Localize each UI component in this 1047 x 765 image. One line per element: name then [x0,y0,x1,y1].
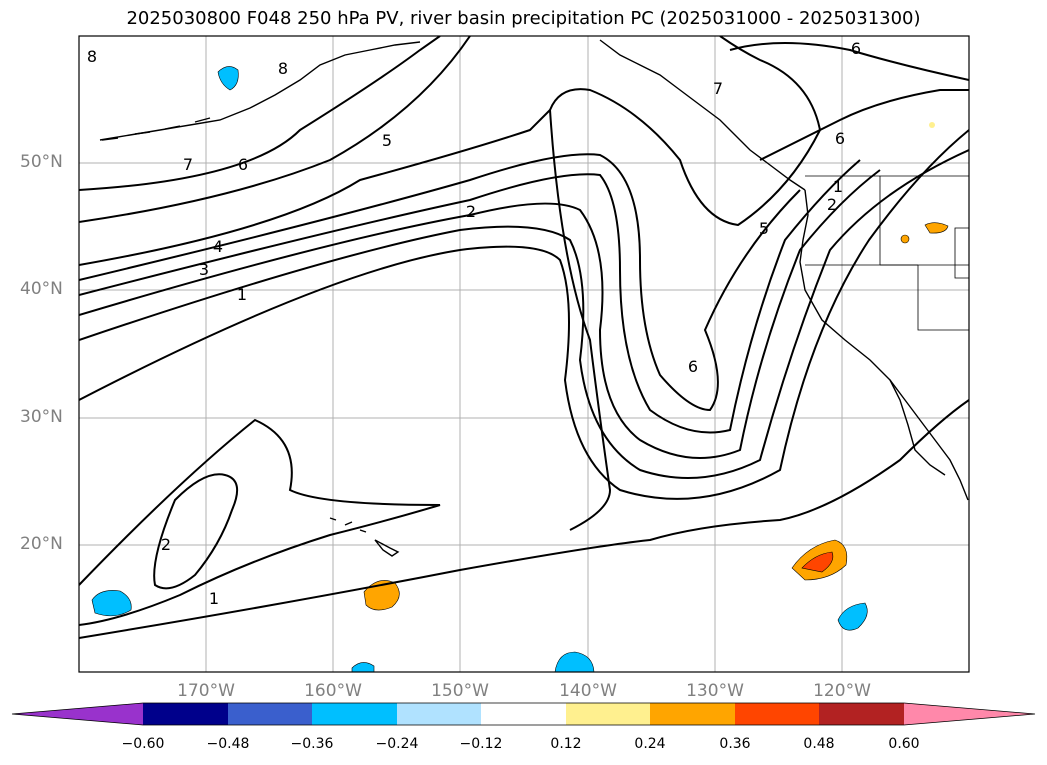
coastlines [99,39,969,557]
aleutian-chain [101,117,211,141]
baja-california [889,379,946,476]
contour-line [79,418,441,626]
contour-label: 6 [851,39,861,58]
contour-line [79,399,969,639]
contour-label: 1 [833,177,843,196]
contour-line [79,149,969,479]
positive-anomaly-patch [924,222,949,234]
colorbar-tick-label: −0.36 [290,736,334,752]
contour-label: 7 [713,79,723,98]
colorbar-tick-label: 0.12 [550,736,582,752]
contour-line [79,129,969,500]
colorbar-tick-label: 0.48 [803,736,835,752]
colorbar-segment [481,703,566,725]
contour-label: 6 [835,129,845,148]
lon-label: 150°W [431,681,489,701]
colorbar-tick-label: −0.48 [206,736,250,752]
political-borders [805,175,969,331]
colorbar [11,702,1036,726]
contour-label: 2 [466,202,476,221]
colorbar-tick-label: 0.60 [888,736,920,752]
contour-label: 8 [278,59,288,78]
positive-anomaly-patch [929,122,935,128]
contour-label: 7 [183,155,193,174]
contour-line [79,169,881,459]
colorbar-segment [566,703,650,725]
hawaii-islands [329,517,400,557]
lon-label: 130°W [686,681,744,701]
colorbar-segment [819,703,904,725]
contour-line [79,159,861,434]
contour-label: 3 [199,260,209,279]
colorbar-segment [228,703,312,725]
colorbar-tick-label: 0.36 [719,736,751,752]
map-frame [78,35,970,673]
colorbar-tick-label: 0.24 [634,736,666,752]
contour-label: 1 [237,285,247,304]
lon-label: 170°W [177,681,235,701]
figure-title: 2025030800 F048 250 hPa PV, river basin … [126,8,921,29]
lat-label: 50°N [20,152,63,172]
colorbar-extend-high [904,703,1035,725]
negative-anomaly-patch [91,590,132,617]
colorbar-tick-label: −0.24 [375,736,419,752]
contour-line [548,36,822,531]
negative-anomaly-patch [217,66,239,91]
contour-line [153,473,239,590]
positive-anomaly-patch [801,551,834,573]
colorbar-outline [11,702,1036,726]
lat-label: 20°N [20,534,63,554]
pv-contours [79,36,969,639]
precipitation-shading [91,66,949,672]
lat-label: 30°N [20,407,63,427]
colorbar-segment [143,703,228,725]
contour-line [79,153,801,412]
lon-label: 140°W [559,681,617,701]
contour-label: 8 [87,47,97,66]
lon-label: 160°W [304,681,362,701]
colorbar-extend-low [12,703,143,725]
contour-line [729,42,969,81]
lon-label: 120°W [813,681,871,701]
contour-label: 2 [161,535,171,554]
gulf-of-alaska-coast [599,39,806,191]
contour-label: 5 [382,131,392,150]
colorbar-segment [397,703,481,725]
contour-labels: 8 8 7 6 5 6 7 6 2 4 3 1 2 5 1 6 2 1 [87,39,861,608]
negative-anomaly-patch [351,662,375,672]
contour-line [759,89,969,161]
alaska-coast [99,41,421,141]
contour-label: 4 [213,237,223,256]
contour-label: 6 [688,357,698,376]
colorbar-segment [735,703,819,725]
contour-label: 5 [759,219,769,238]
contour-label: 2 [827,195,837,214]
colorbar-tick-label: −0.12 [459,736,503,752]
negative-anomaly-patch [837,602,868,631]
contour-line [79,36,441,191]
positive-anomaly-patch [363,580,400,611]
negative-anomaly-patch [554,651,595,672]
colorbar-segment [312,703,397,725]
contour-label: 6 [238,155,248,174]
contour-line [79,36,471,223]
colorbar-segment [650,703,735,725]
positive-anomaly-patch [900,234,910,244]
contour-label: 1 [209,589,219,608]
colorbar-tick-label: −0.60 [121,736,165,752]
lat-label: 40°N [20,279,63,299]
contour-line [79,109,551,266]
